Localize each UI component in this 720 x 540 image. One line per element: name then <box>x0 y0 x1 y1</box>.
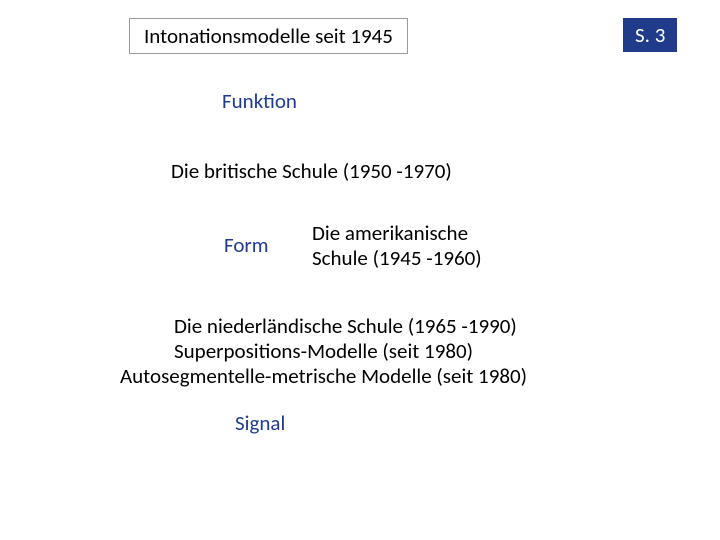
page-number-badge: S. 3 <box>623 18 677 52</box>
title-box: Intonationsmodelle seit 1945 <box>129 18 408 54</box>
item-american-school-line1: Die amerikanische <box>312 220 468 246</box>
slide: Intonationsmodelle seit 1945 S. 3 Funkti… <box>0 0 720 540</box>
axis-label-funktion: Funktion <box>222 88 297 114</box>
axis-label-signal: Signal <box>235 410 285 436</box>
item-autosegmental-models: Autosegmentelle-metrische Modelle (seit … <box>120 363 527 389</box>
slide-title: Intonationsmodelle seit 1945 <box>144 23 393 49</box>
item-american-school-line2: Schule (1945 -1960) <box>312 245 482 271</box>
item-british-school: Die britische Schule (1950 -1970) <box>171 158 452 184</box>
item-superposition-models: Superpositions-Modelle (seit 1980) <box>174 338 473 364</box>
axis-label-form: Form <box>224 232 269 258</box>
item-dutch-school: Die niederländische Schule (1965 -1990) <box>174 313 517 339</box>
page-number-text: S. 3 <box>635 22 665 48</box>
